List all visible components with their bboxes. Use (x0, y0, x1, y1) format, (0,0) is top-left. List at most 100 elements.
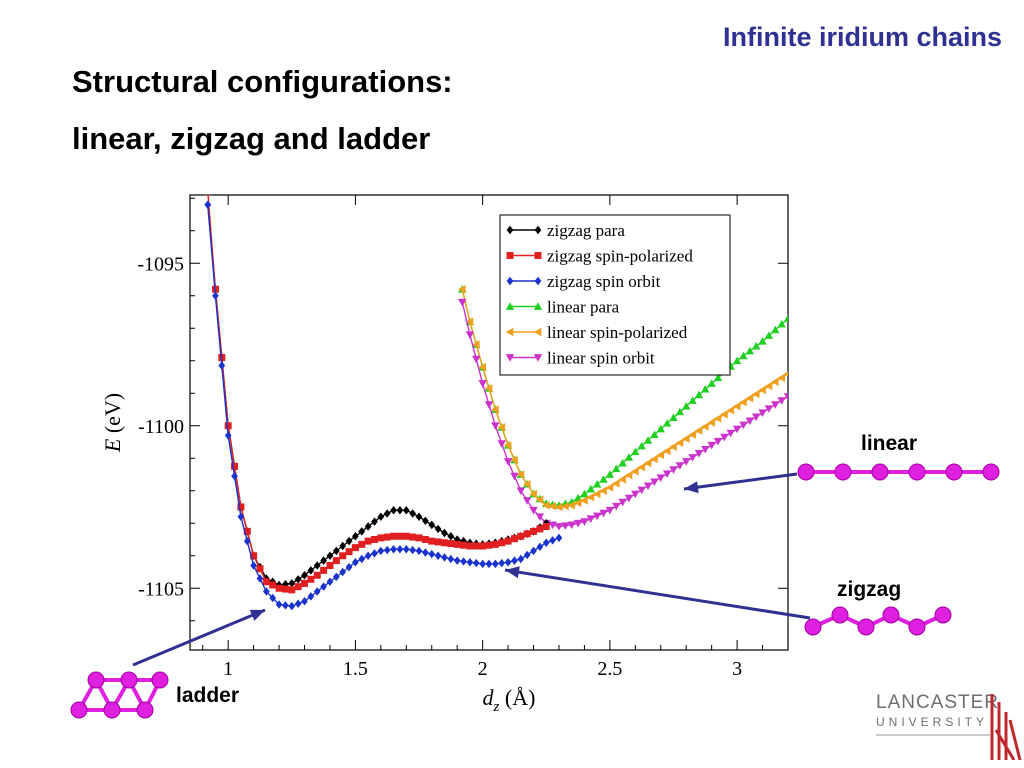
data-point (478, 363, 486, 372)
data-point (402, 506, 410, 515)
data-point (479, 542, 487, 550)
interp-point (523, 530, 531, 538)
interp-point (421, 536, 429, 543)
interp-point (675, 438, 684, 448)
data-point (465, 317, 474, 326)
interp-point (218, 354, 226, 361)
interp-point (332, 572, 340, 582)
data-point (204, 200, 212, 209)
interp-point (713, 437, 723, 446)
legend-marker (534, 252, 542, 259)
data-point (529, 506, 538, 515)
data-point (313, 587, 321, 596)
interp-point (447, 554, 455, 564)
interp-point (643, 436, 653, 444)
data-point (656, 450, 665, 460)
data-point (504, 537, 512, 545)
data-point (339, 552, 347, 560)
data-point (542, 538, 550, 547)
interp-point (243, 527, 251, 535)
legend-marker (505, 302, 515, 310)
data-point (339, 567, 347, 577)
y-axis-label: E (eV) (100, 393, 125, 453)
interp-point (548, 521, 557, 530)
interp-point (320, 582, 327, 591)
interp-point (269, 593, 277, 603)
x-tick-label: 2 (478, 658, 488, 680)
x-tick-label: 3 (732, 658, 742, 680)
legend-marker (505, 354, 515, 362)
data-point (554, 523, 564, 531)
molecule-atom (945, 463, 963, 481)
interp-point (771, 401, 780, 409)
data-point (250, 561, 257, 570)
data-point (580, 496, 588, 505)
x-tick-label: 2.5 (597, 658, 622, 680)
data-point (491, 422, 500, 430)
interp-point (726, 429, 735, 438)
interp-point (751, 341, 761, 350)
data-point (313, 561, 321, 570)
pointer-arrow-line (683, 472, 798, 491)
interp-point (745, 393, 754, 403)
interp-point (535, 495, 544, 504)
data-point (758, 337, 767, 345)
legend-entry-label: linear spin-polarized (547, 323, 688, 342)
interp-point (650, 430, 659, 439)
interp-point (549, 536, 556, 545)
interp-point (612, 479, 620, 488)
interp-point (383, 509, 391, 518)
legend-marker (506, 225, 514, 235)
interp-point (522, 480, 531, 489)
interp-point (777, 397, 786, 405)
data-point (682, 458, 691, 466)
interp-point (396, 545, 404, 554)
interp-point (624, 494, 634, 503)
heading-line-2: linear, zigzag and ladder (72, 121, 431, 156)
interp-point (510, 455, 518, 465)
data-point (377, 512, 385, 521)
interp-point (472, 355, 481, 364)
molecule-atom (871, 463, 889, 481)
slide-title: Infinite iridium chains (722, 22, 1002, 52)
molecule-atom (120, 671, 138, 689)
data-point (275, 600, 283, 609)
data-point (224, 422, 232, 430)
interp-point (294, 575, 302, 584)
data-point (390, 532, 398, 540)
interp-point (662, 419, 672, 427)
data-point (783, 314, 788, 322)
data-point (415, 512, 423, 521)
interp-point (573, 519, 583, 528)
data-point (441, 553, 448, 562)
interp-point (669, 442, 677, 452)
interp-point (256, 574, 264, 583)
x-tick-label: 1 (223, 658, 233, 680)
pointer-arrow-head (505, 566, 520, 579)
interp-point (701, 384, 710, 393)
y-tick-label: -1105 (138, 578, 184, 600)
molecule-atom (831, 606, 849, 624)
data-point (250, 552, 258, 560)
data-point (402, 545, 410, 554)
interp-point (484, 401, 494, 409)
molecule-atom (882, 606, 900, 624)
interp-point (592, 512, 602, 521)
data-point (682, 434, 690, 443)
data-point (554, 502, 563, 512)
interp-point (243, 536, 251, 546)
interp-point (307, 575, 315, 583)
interp-point (447, 540, 455, 548)
interp-point (764, 405, 774, 413)
interp-point (345, 562, 353, 572)
x-axis-label: dz (Å) (483, 685, 536, 715)
data-point (352, 532, 359, 541)
data-point (390, 545, 397, 554)
interp-point (777, 319, 786, 328)
data-point (707, 379, 716, 387)
series-line (207, 195, 547, 591)
interp-point (701, 422, 709, 431)
interp-point (498, 539, 506, 547)
data-point (262, 578, 270, 586)
interp-point (592, 480, 602, 488)
